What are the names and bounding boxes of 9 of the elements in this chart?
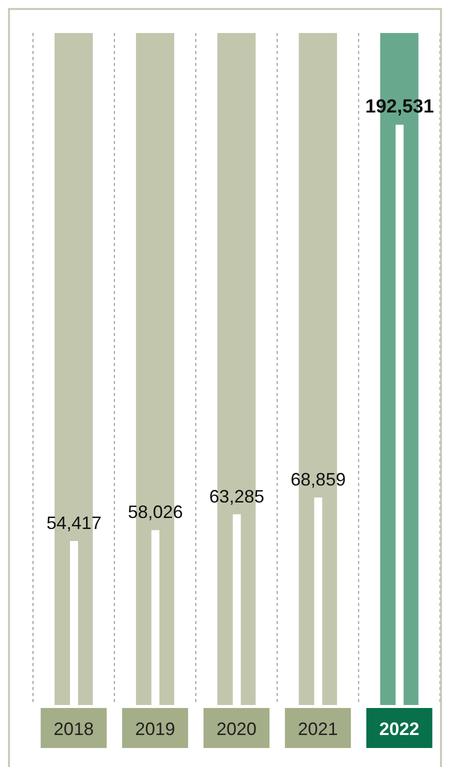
x-tick-label: 2020	[216, 719, 257, 739]
x-tick-label: 2018	[54, 719, 94, 739]
data-label: 58,026	[128, 502, 183, 522]
x-tick-label: 2019	[135, 719, 176, 739]
x-tick-label: 2022	[379, 719, 420, 739]
x-tick-label: 2021	[298, 719, 338, 739]
data-label: 68,859	[290, 469, 346, 490]
data-label: 63,285	[209, 486, 264, 506]
data-label: 54,417	[46, 512, 102, 533]
